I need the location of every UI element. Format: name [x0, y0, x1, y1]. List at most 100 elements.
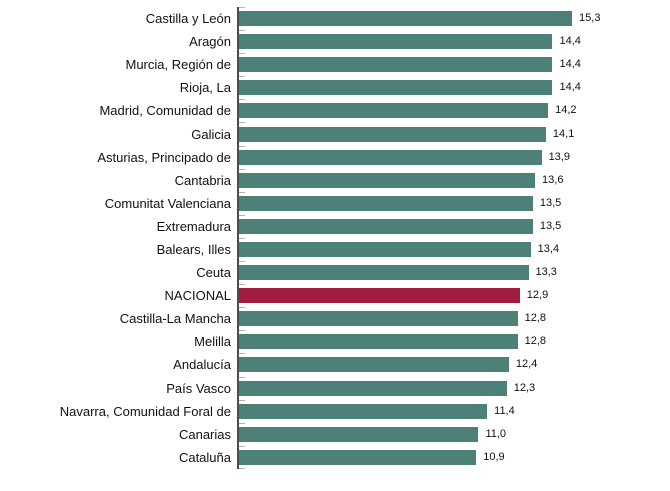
value-label: 13,6	[542, 173, 564, 186]
value-label: 14,4	[559, 58, 581, 71]
category-label: Rioja, La	[179, 80, 231, 96]
plot-area: 13,5	[237, 214, 670, 238]
chart-row: Castilla-La Mancha 12,8	[0, 307, 670, 331]
value-label: 13,3	[535, 266, 557, 279]
value-label: 14,4	[559, 35, 581, 48]
bar	[239, 449, 477, 465]
value-label: 13,5	[539, 196, 562, 209]
chart-row: Madrid, Comunidad de 14,2	[0, 99, 670, 123]
plot-area: 14,4	[237, 53, 670, 77]
category-label: Murcia, Región de	[125, 57, 232, 73]
plot-area: 14,4	[237, 30, 670, 54]
chart-row: Murcia, Región de 14,4	[0, 53, 670, 77]
chart-row: NACIONAL 12,9	[0, 284, 670, 308]
bar	[239, 241, 531, 257]
value-label: 12,9	[526, 289, 549, 302]
category-label: Ceuta	[196, 265, 231, 281]
chart-row: Ceuta 13,3	[0, 261, 670, 285]
plot-area: 12,4	[237, 353, 670, 377]
value-label: 11,4	[494, 404, 515, 417]
plot-area: 14,1	[237, 122, 670, 146]
chart-row: Cataluña 10,9	[0, 445, 670, 469]
bar	[239, 403, 488, 419]
bar	[239, 126, 546, 142]
category-label: Comunitat Valenciana	[104, 195, 231, 211]
chart-row: Canarias 11,0	[0, 422, 670, 446]
plot-area: 11,4	[237, 399, 670, 423]
chart-row: Aragón 14,4	[0, 30, 670, 54]
category-label: Navarra, Comunidad Foral de	[59, 403, 231, 419]
plot-area: 13,4	[237, 237, 670, 262]
value-label: 14,2	[555, 104, 577, 117]
bar	[239, 80, 553, 96]
bar	[239, 288, 520, 304]
value-label: 14,1	[552, 127, 575, 140]
plot-area: 12,9	[237, 284, 670, 308]
plot-area: 13,9	[237, 145, 670, 169]
chart-row: País Vasco 12,3	[0, 376, 670, 400]
plot-area: 12,3	[237, 376, 670, 400]
bar	[239, 265, 529, 281]
value-label: 14,4	[559, 81, 581, 94]
value-label: 12,8	[524, 312, 547, 325]
category-label: Andalucía	[173, 357, 231, 373]
value-label: 13,5	[539, 219, 562, 232]
bar	[239, 357, 509, 373]
bar	[239, 11, 573, 27]
category-label: Castilla y León	[145, 11, 231, 27]
plot-area: 13,5	[237, 191, 670, 215]
category-label: Asturias, Principado de	[97, 149, 231, 165]
bar	[239, 57, 553, 73]
chart-row: Cantabria 13,6	[0, 168, 670, 192]
plot-area: 14,2	[237, 99, 670, 123]
category-label: Madrid, Comunidad de	[99, 103, 231, 119]
category-label: País Vasco	[166, 380, 231, 396]
bar	[239, 172, 536, 188]
plot-area: 15,3	[237, 7, 670, 31]
chart-row: Castilla y León 15,3	[0, 7, 670, 31]
chart-row: Extremadura 13,5	[0, 214, 670, 238]
value-label: 12,3	[513, 381, 536, 394]
category-label: Cantabria	[174, 172, 231, 188]
plot-area: 14,4	[237, 76, 670, 100]
category-label: NACIONAL	[164, 288, 231, 304]
chart-row: Comunitat Valenciana 13,5	[0, 191, 670, 215]
value-label: 15,3	[579, 12, 601, 25]
category-label: Melilla	[194, 334, 231, 350]
category-label: Castilla-La Mancha	[119, 311, 231, 327]
chart-row: Andalucía 12,4	[0, 353, 670, 377]
bar	[239, 103, 549, 119]
value-label: 12,8	[524, 335, 547, 348]
bar-chart: Castilla y León 15,3 Aragón 14,4 Murcia,…	[0, 7, 670, 469]
category-label: Galicia	[191, 126, 231, 142]
plot-area: 13,3	[237, 261, 670, 285]
value-label: 13,9	[548, 150, 570, 163]
category-label: Aragón	[189, 34, 231, 50]
plot-area: 12,8	[237, 330, 670, 354]
chart-rows: Castilla y León 15,3 Aragón 14,4 Murcia,…	[0, 7, 670, 469]
chart-row: Balears, Illes 13,4	[0, 237, 670, 262]
bar	[239, 34, 553, 50]
bar	[239, 426, 479, 442]
bar	[239, 218, 533, 234]
chart-row: Navarra, Comunidad Foral de 11,4	[0, 399, 670, 423]
value-label: 13,4	[537, 242, 560, 255]
plot-area: 11,0	[237, 422, 670, 446]
bar	[239, 311, 518, 327]
bar	[239, 380, 507, 396]
category-label: Extremadura	[156, 218, 231, 234]
chart-row: Melilla 12,8	[0, 330, 670, 354]
category-label: Balears, Illes	[156, 241, 231, 257]
value-label: 12,4	[515, 358, 538, 371]
bar	[239, 149, 542, 165]
bar	[239, 334, 518, 350]
plot-area: 13,6	[237, 168, 670, 192]
chart-row: Asturias, Principado de 13,9	[0, 145, 670, 169]
chart-row: Rioja, La 14,4	[0, 76, 670, 100]
plot-area: 10,9	[237, 445, 670, 469]
category-label: Canarias	[178, 426, 231, 442]
category-label: Cataluña	[178, 449, 231, 465]
bar	[239, 195, 533, 211]
value-label: 11,0	[485, 427, 507, 440]
plot-area: 12,8	[237, 307, 670, 331]
